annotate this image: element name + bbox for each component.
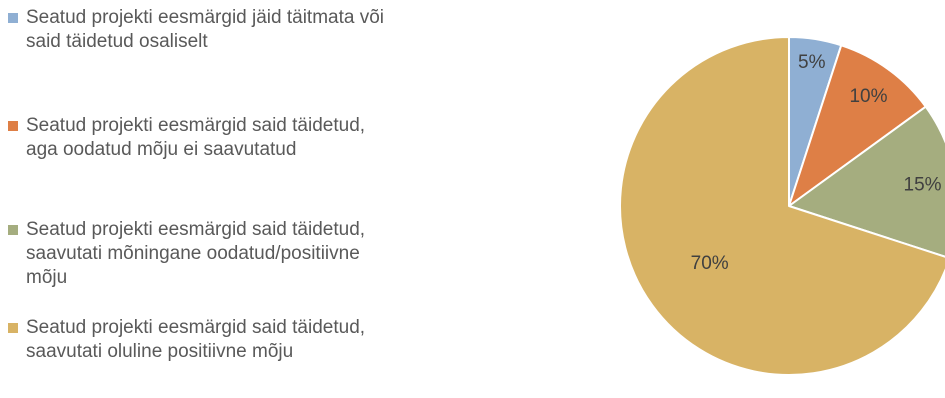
legend-swatch [8, 323, 18, 333]
legend-label: Seatud projekti eesmärgid said täidetud,… [26, 317, 366, 362]
legend-label: Seatud projekti eesmärgid said täidetud,… [26, 115, 366, 160]
legend-label: Seatud projekti eesmärgid jäid täitmata … [26, 7, 385, 52]
pie-slice [788, 105, 945, 258]
legend-item: Seatud projekti eesmärgid said täidetud,… [8, 316, 398, 364]
data-label: 70% [691, 253, 729, 274]
legend-swatch [8, 13, 18, 23]
legend-item: Seatud projekti eesmärgid said täidetud,… [8, 218, 398, 290]
data-label: 10% [849, 86, 887, 107]
data-label: 15% [904, 174, 942, 195]
legend-swatch [8, 121, 18, 131]
legend-label: Seatud projekti eesmärgid said täidetud,… [26, 219, 366, 288]
pie-slice [619, 36, 945, 376]
pie-slice [788, 44, 927, 207]
data-label: 5% [798, 52, 826, 73]
legend-item: Seatud projekti eesmärgid said täidetud,… [8, 114, 398, 162]
legend-swatch [8, 225, 18, 235]
legend-item: Seatud projekti eesmärgid jäid täitmata … [8, 6, 398, 54]
